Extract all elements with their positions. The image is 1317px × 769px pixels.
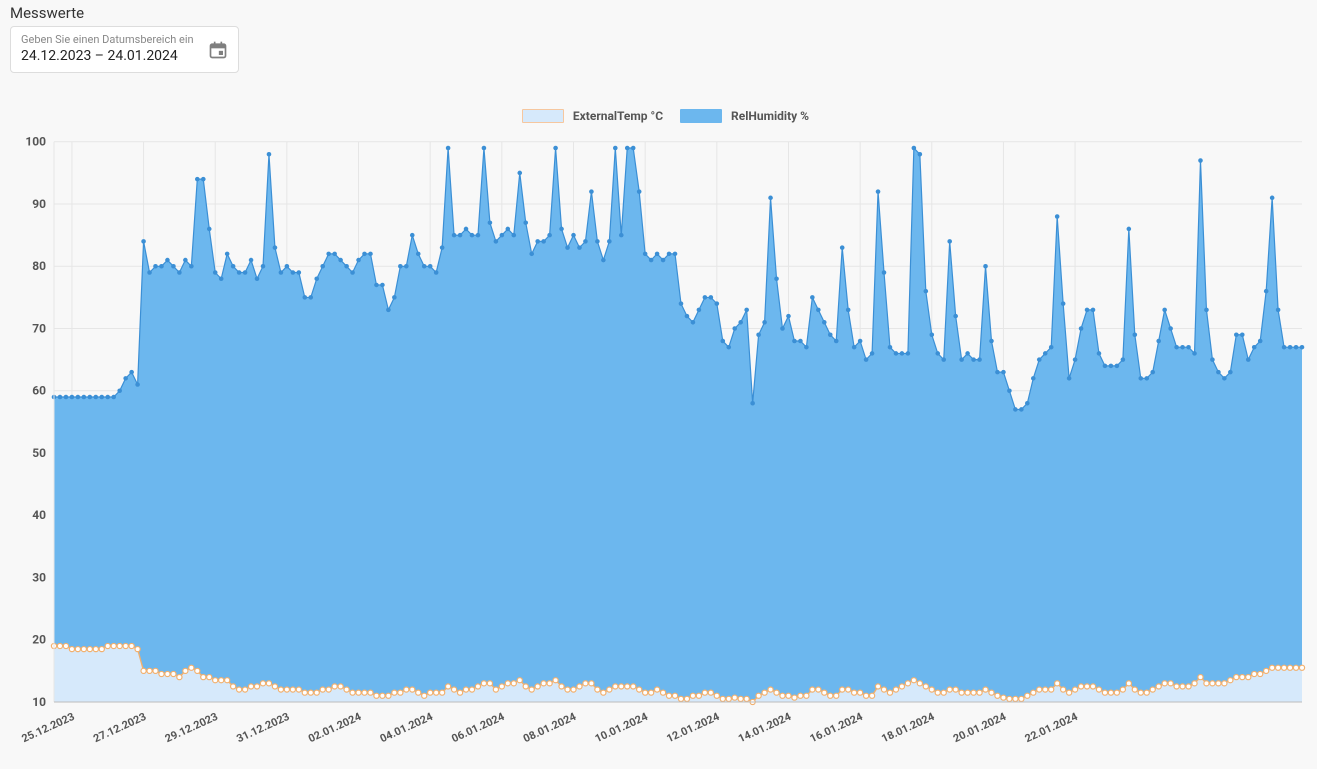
svg-text:100: 100 [25,135,46,149]
chart-legend[interactable]: ExternalTemp °C RelHumidity % [10,108,1307,123]
svg-text:40: 40 [32,508,46,522]
svg-text:20.01.2024: 20.01.2024 [951,710,1008,745]
date-range-picker[interactable]: Geben Sie einen Datumsbereich ein 24.12.… [10,26,239,73]
svg-text:80: 80 [32,259,46,273]
svg-text:14.01.2024: 14.01.2024 [736,710,793,745]
chart-container: ExternalTemp °C RelHumidity % 10 20 30 40 50… [10,110,1307,759]
legend-swatch-humidity [680,109,722,123]
svg-text:25.12.2023: 25.12.2023 [20,710,77,745]
humidity-area [54,148,1302,702]
svg-text:08.01.2024: 08.01.2024 [521,710,578,745]
svg-text:27.12.2023: 27.12.2023 [91,710,148,745]
date-range-hint: Geben Sie einen Datumsbereich ein [21,33,194,46]
legend-label-humidity: RelHumidity % [731,109,809,123]
svg-text:50: 50 [32,446,46,460]
svg-text:04.01.2024: 04.01.2024 [378,710,435,745]
svg-text:31.12.2023: 31.12.2023 [235,710,292,745]
svg-text:10.01.2024: 10.01.2024 [593,710,650,745]
svg-text:20: 20 [32,633,46,647]
svg-text:02.01.2024: 02.01.2024 [306,710,363,745]
svg-text:10: 10 [32,695,46,709]
svg-text:29.12.2023: 29.12.2023 [163,710,220,745]
svg-text:70: 70 [32,322,46,336]
legend-label-temp: ExternalTemp °C [573,109,663,123]
svg-text:12.01.2024: 12.01.2024 [664,710,721,745]
svg-text:60: 60 [32,384,46,398]
legend-swatch-temp [522,109,564,123]
svg-text:06.01.2024: 06.01.2024 [449,710,506,745]
svg-text:30: 30 [32,571,46,585]
svg-text:16.01.2024: 16.01.2024 [808,710,865,745]
svg-text:90: 90 [32,197,46,211]
date-range-value: 24.12.2023 – 24.01.2024 [21,48,194,64]
svg-text:18.01.2024: 18.01.2024 [879,710,936,745]
svg-text:22.01.2024: 22.01.2024 [1023,710,1080,745]
calendar-icon [208,40,228,60]
measurements-chart[interactable]: 10 20 30 40 50 60 70 80 90 100 25.12.2023 27.12.202… [10,130,1307,759]
page-title: Messwerte [0,0,1317,22]
